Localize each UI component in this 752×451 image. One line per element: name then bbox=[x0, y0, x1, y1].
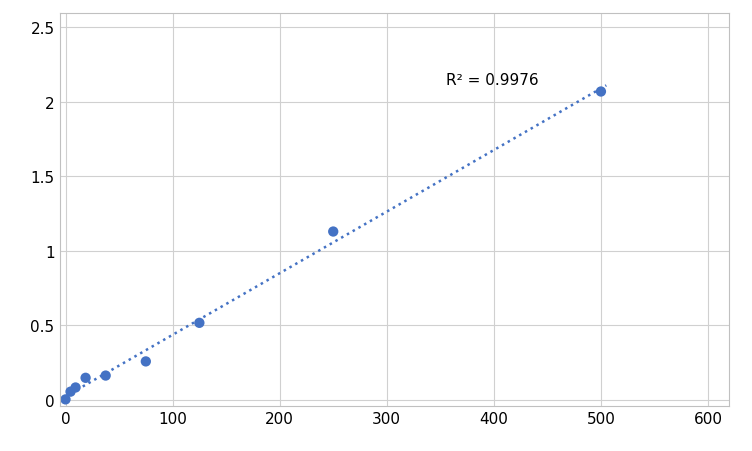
Point bbox=[193, 319, 205, 327]
Point bbox=[100, 372, 112, 379]
Point bbox=[595, 89, 607, 96]
Text: R² = 0.9976: R² = 0.9976 bbox=[446, 73, 538, 88]
Point bbox=[80, 374, 92, 382]
Point bbox=[140, 358, 152, 365]
Point bbox=[327, 228, 339, 235]
Point bbox=[65, 388, 77, 396]
Point bbox=[59, 396, 71, 403]
Point bbox=[69, 384, 81, 391]
